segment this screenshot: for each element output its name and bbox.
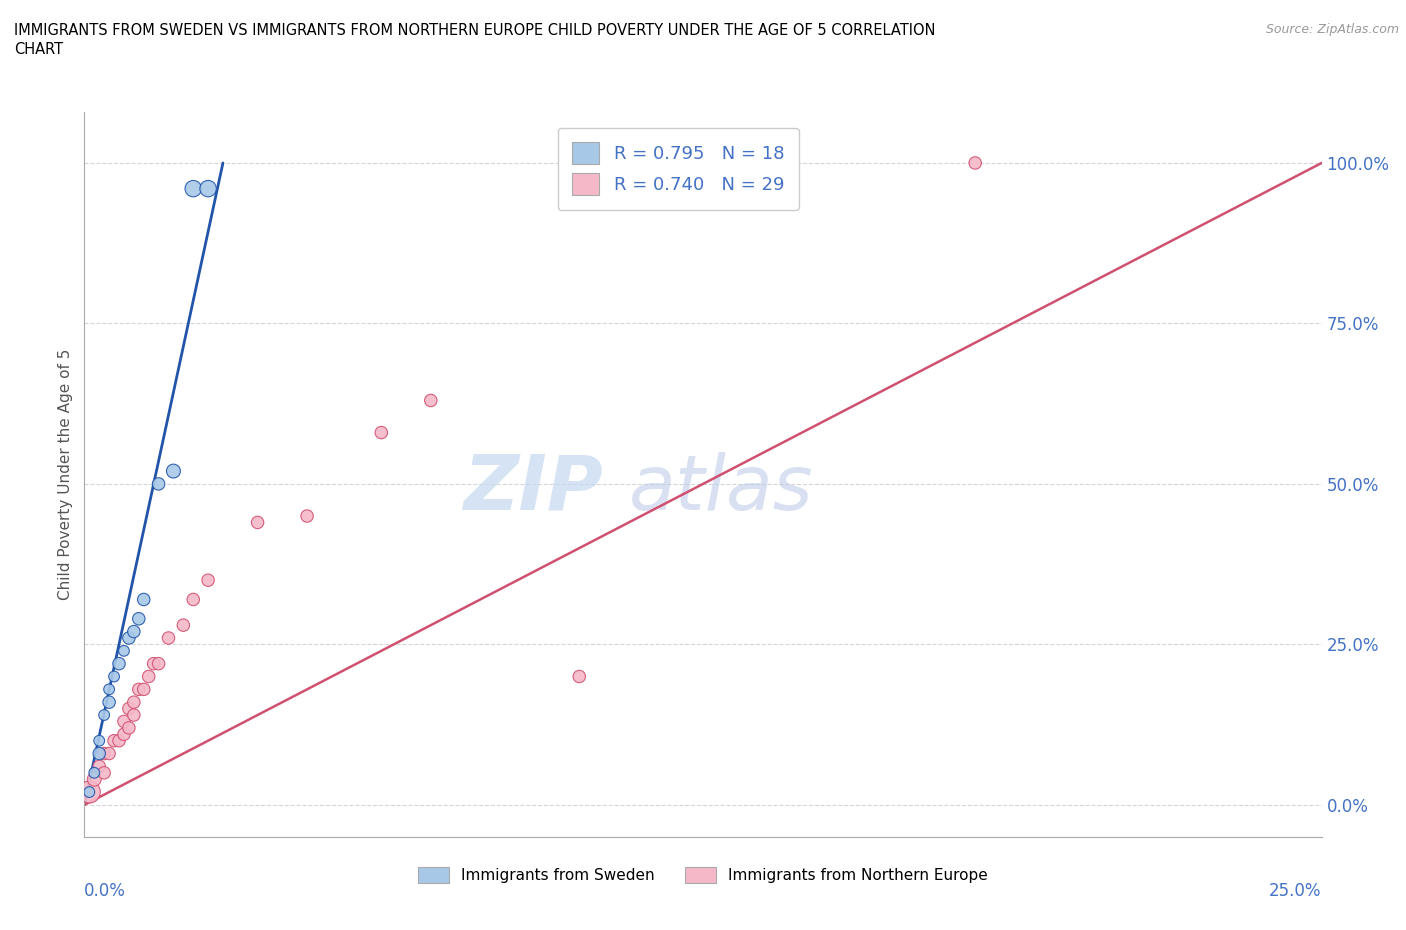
Point	[172, 618, 194, 632]
Text: 0.0%: 0.0%	[84, 882, 127, 900]
Point	[122, 708, 145, 723]
Point	[157, 631, 180, 645]
Point	[197, 181, 219, 196]
Point	[103, 733, 125, 748]
Point	[965, 155, 987, 170]
Text: ZIP: ZIP	[464, 452, 605, 525]
Y-axis label: Child Poverty Under the Age of 5: Child Poverty Under the Age of 5	[58, 349, 73, 600]
Point	[89, 759, 111, 774]
Point	[93, 765, 115, 780]
Point	[197, 573, 219, 588]
Text: atlas: atlas	[628, 452, 813, 525]
Point	[148, 657, 170, 671]
Point	[112, 714, 135, 729]
Point	[79, 785, 101, 800]
Point	[122, 695, 145, 710]
Point	[142, 657, 165, 671]
Point	[181, 592, 204, 607]
Point	[112, 727, 135, 742]
Text: IMMIGRANTS FROM SWEDEN VS IMMIGRANTS FROM NORTHERN EUROPE CHILD POVERTY UNDER TH: IMMIGRANTS FROM SWEDEN VS IMMIGRANTS FRO…	[14, 23, 935, 38]
Point	[132, 682, 155, 697]
Point	[118, 631, 141, 645]
Point	[568, 669, 591, 684]
Point	[108, 657, 131, 671]
Point	[122, 624, 145, 639]
Point	[128, 611, 150, 626]
Point	[246, 515, 269, 530]
Point	[118, 701, 141, 716]
Point	[148, 476, 170, 491]
Point	[108, 733, 131, 748]
Point	[162, 464, 184, 479]
Point	[79, 785, 101, 800]
Text: CHART: CHART	[14, 42, 63, 57]
Point	[128, 682, 150, 697]
Point	[83, 765, 105, 780]
Point	[89, 746, 111, 761]
Point	[419, 393, 441, 408]
Point	[98, 695, 121, 710]
Point	[118, 721, 141, 736]
Legend: Immigrants from Sweden, Immigrants from Northern Europe: Immigrants from Sweden, Immigrants from …	[411, 859, 995, 891]
Point	[93, 746, 115, 761]
Point	[103, 669, 125, 684]
Point	[370, 425, 392, 440]
Point	[98, 746, 121, 761]
Point	[295, 509, 318, 524]
Point	[93, 708, 115, 723]
Point	[132, 592, 155, 607]
Point	[83, 772, 105, 787]
Point	[89, 733, 111, 748]
Point	[138, 669, 160, 684]
Point	[112, 644, 135, 658]
Text: Source: ZipAtlas.com: Source: ZipAtlas.com	[1265, 23, 1399, 36]
Point	[98, 682, 121, 697]
Point	[181, 181, 204, 196]
Text: 25.0%: 25.0%	[1270, 882, 1322, 900]
